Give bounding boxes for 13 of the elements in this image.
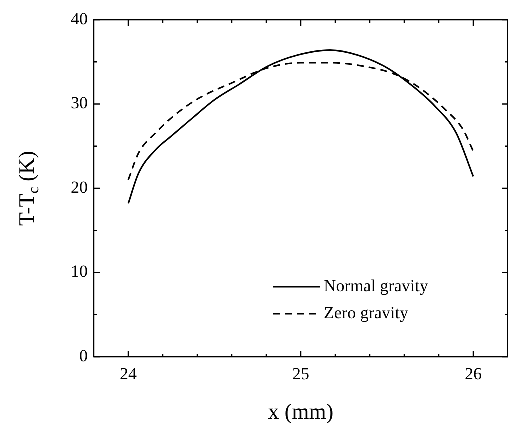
x-axis-title: x (mm): [268, 398, 334, 424]
x-tick-label: 25: [292, 364, 310, 384]
y-tick-label: 10: [71, 262, 88, 282]
x-tick-label: 24: [120, 364, 138, 384]
y-axis-title: T-Tc (K): [14, 151, 43, 226]
y-tick-label: 30: [71, 94, 88, 113]
y-tick-label: 40: [71, 9, 88, 28]
legend-label: Normal gravity: [324, 276, 429, 296]
y-tick-label: 0: [80, 346, 88, 366]
x-tick-label: 26: [465, 364, 482, 384]
y-tick-label: 20: [71, 178, 88, 197]
line-series: [128, 50, 474, 204]
legend-label: Zero gravity: [324, 303, 409, 322]
